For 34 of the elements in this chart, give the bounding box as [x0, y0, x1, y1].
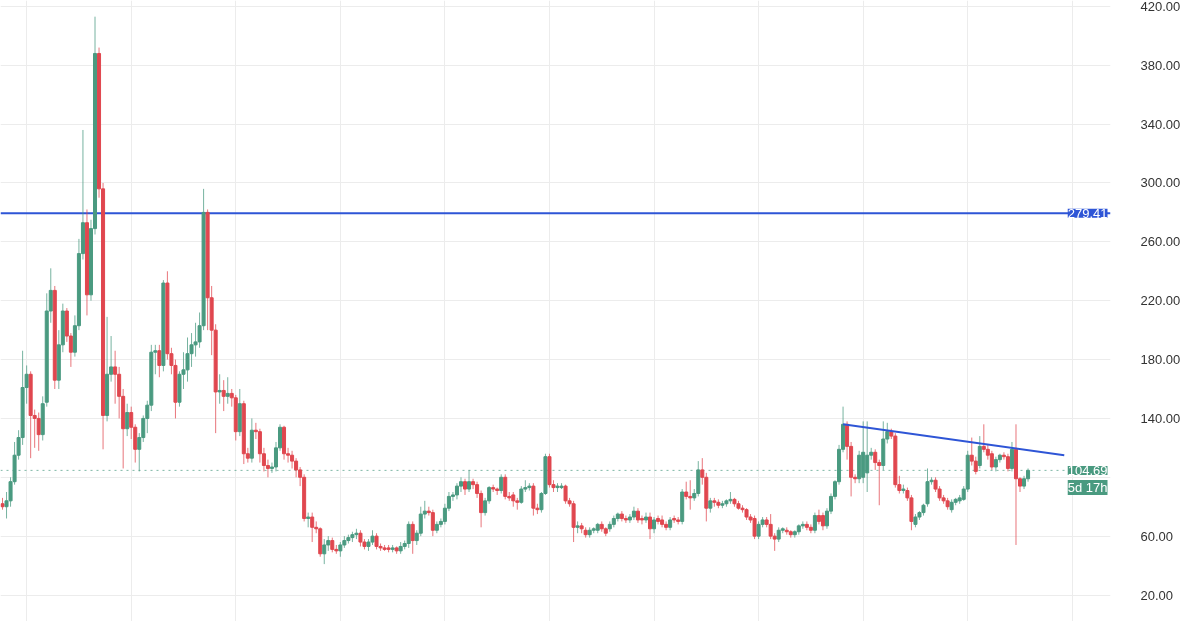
candlestick	[977, 435, 982, 469]
ref-line-label: 279.41	[1067, 205, 1108, 221]
y-tick-label: 420.00	[1140, 0, 1181, 14]
candlestick	[157, 344, 162, 378]
candlestick	[125, 403, 130, 437]
candlestick	[812, 512, 817, 534]
candlestick	[221, 379, 226, 412]
candlestick	[873, 448, 878, 471]
candlestick	[499, 473, 504, 494]
candlestick	[808, 523, 813, 534]
ref-line-label: 104.69	[1067, 462, 1108, 478]
y-tick-label: 340.00	[1140, 116, 1181, 132]
y-tick-label: 260.00	[1140, 234, 1181, 250]
candlestick	[322, 538, 327, 565]
candlestick	[410, 520, 415, 555]
candlestick	[623, 515, 628, 524]
candlestick	[225, 376, 230, 405]
y-tick-label: 180.00	[1140, 352, 1181, 368]
candlestick	[989, 450, 994, 471]
candlestick	[696, 460, 701, 497]
y-tick-label: 220.00	[1140, 293, 1181, 309]
candlestick	[217, 373, 222, 405]
y-tick-label: 140.00	[1140, 410, 1181, 426]
candlestick	[36, 412, 41, 452]
y-tick-label: 20.00	[1140, 587, 1174, 603]
candlestick	[816, 509, 821, 525]
y-tick-label: 300.00	[1140, 175, 1181, 191]
y-tick-label: 60.00	[1140, 528, 1174, 544]
candlestick	[430, 509, 435, 537]
y-tick-label: 380.00	[1140, 57, 1181, 73]
candlestick	[664, 520, 669, 531]
candlestick	[857, 450, 862, 484]
candlestick	[571, 500, 576, 543]
annotation: 5d 17h	[1067, 479, 1108, 495]
